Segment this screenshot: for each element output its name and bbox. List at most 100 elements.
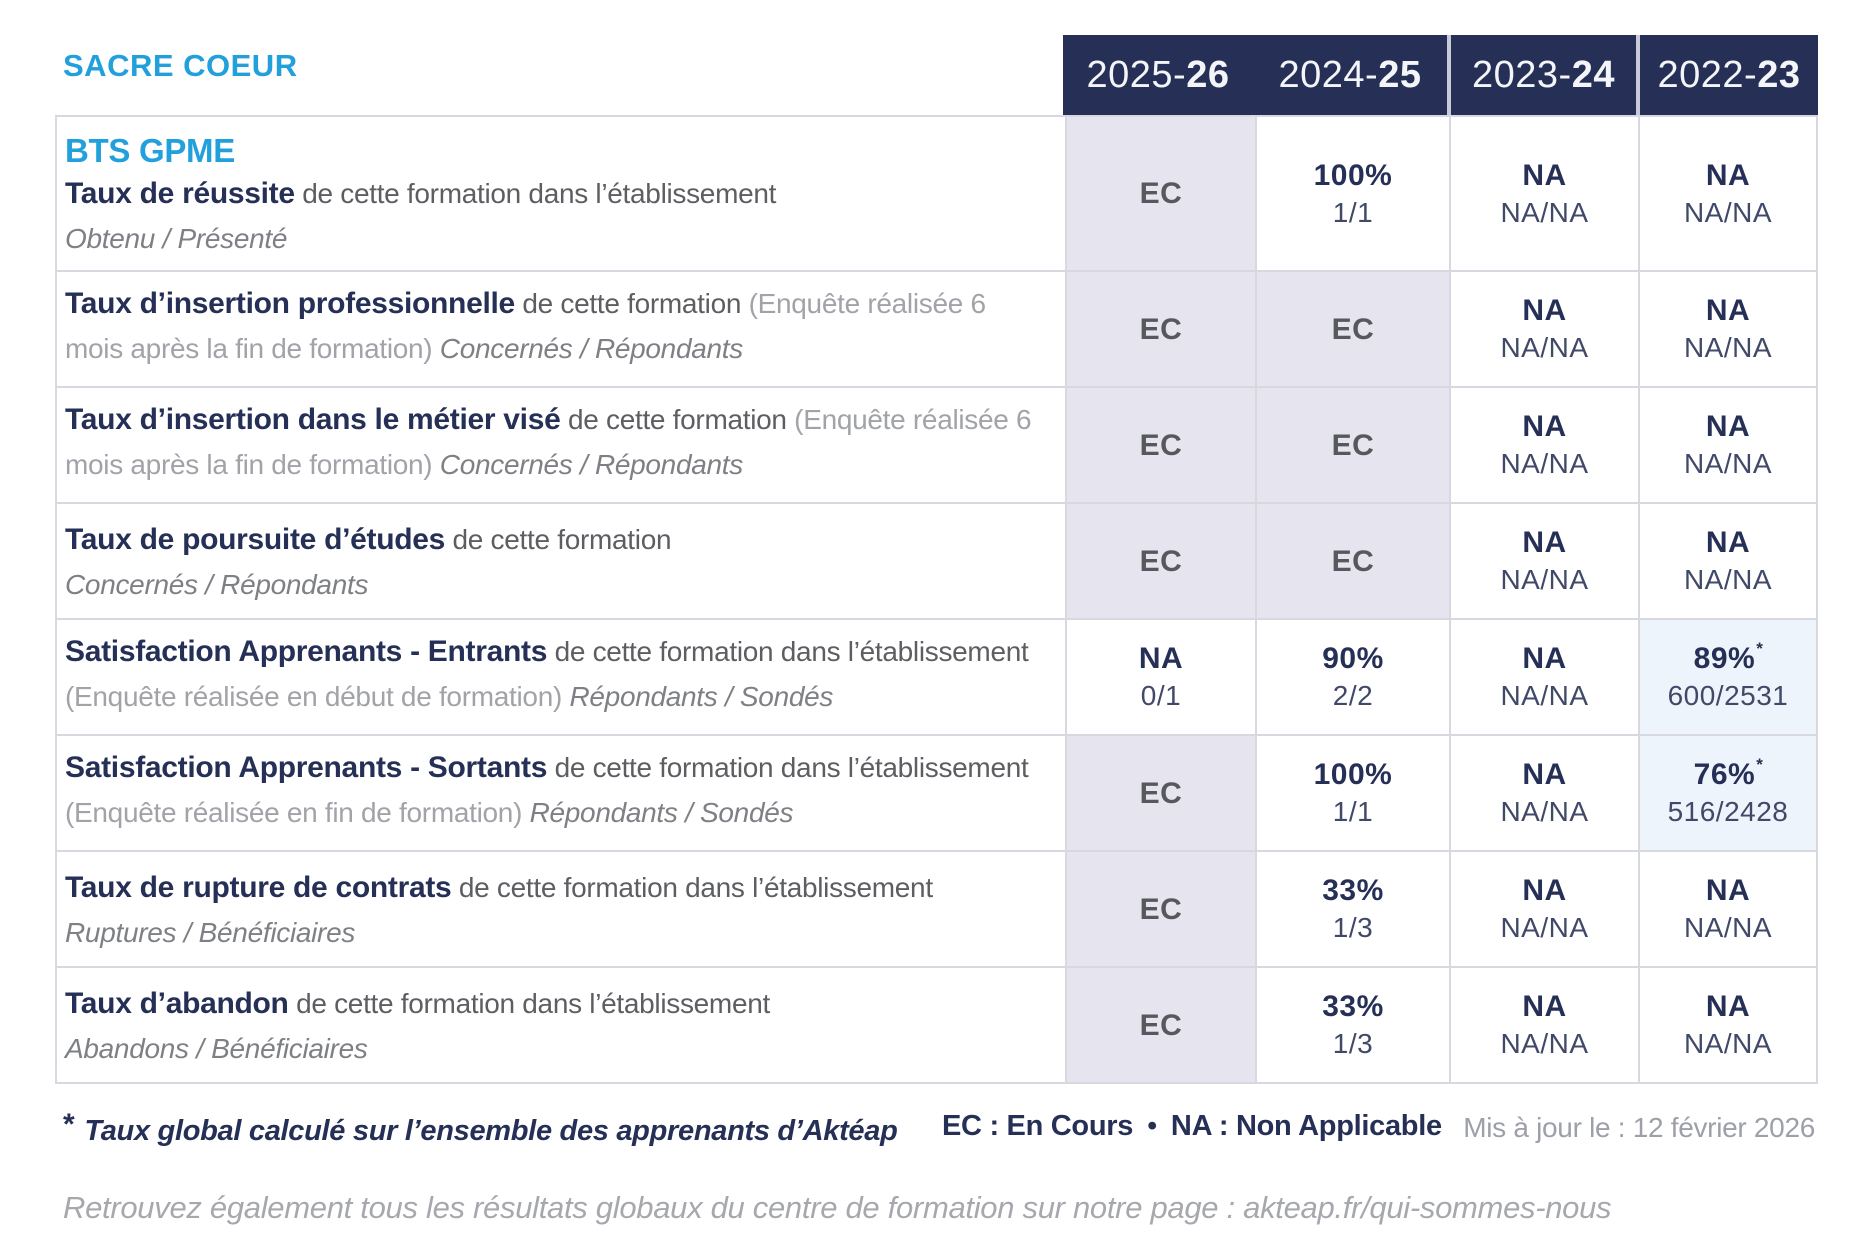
label-segment: (Enquête réalisée en début de formation) xyxy=(65,681,570,712)
value-cell: EC xyxy=(1255,388,1449,502)
label-segment: (Enquête réalisée en fin de formation) xyxy=(65,797,530,828)
row-label-text: Satisfaction Apprenants - Sortants de ce… xyxy=(65,748,1051,838)
value-cell: NA NA/NA xyxy=(1638,388,1816,502)
cell-sub-value: 2/2 xyxy=(1332,680,1374,711)
table-row: Satisfaction Apprenants - Entrants de ce… xyxy=(57,618,1816,734)
table-row: Taux de rupture de contrats de cette for… xyxy=(57,850,1816,966)
value-cell: NA NA/NA xyxy=(1449,968,1638,1082)
results-table: BTS GPME Taux de réussite de cette format… xyxy=(55,115,1818,1084)
label-subtext: Ruptures / Bénéficiaires xyxy=(65,916,356,948)
year-column-2025-26: 2025- 26 xyxy=(1063,35,1253,115)
row-label: Taux de poursuite d’études de cette form… xyxy=(57,504,1065,618)
legend: EC : En Cours • NA : Non Applicable xyxy=(942,1110,1442,1143)
row-label-text: Satisfaction Apprenants - Entrants de ce… xyxy=(65,632,1051,722)
value-cell: 100% 1/1 xyxy=(1255,736,1449,850)
cell-sub-value: NA/NA xyxy=(1683,564,1773,595)
row-label: Taux de rupture de contrats de cette for… xyxy=(57,852,1065,966)
label-segment: Concernés / Répondants xyxy=(439,333,743,364)
label-segment: Taux de rupture de contrats xyxy=(65,870,452,904)
row-label-text: Taux de réussite de cette formation dans… xyxy=(65,174,1051,219)
cell-main-value: NA xyxy=(1522,990,1567,1023)
cell-main-value: NA xyxy=(1522,526,1567,559)
value-cell: NA NA/NA xyxy=(1449,736,1638,850)
cell-main-value: NA xyxy=(1705,874,1751,907)
cell-main-value: EC xyxy=(1331,544,1375,578)
cell-main-value: EC xyxy=(1139,1008,1183,1042)
cell-main-value: 76%* xyxy=(1693,755,1764,791)
asterisk-marker: * xyxy=(1756,639,1764,658)
table-row: BTS GPME Taux de réussite de cette format… xyxy=(57,117,1816,270)
cell-sub-value: 0/1 xyxy=(1140,680,1182,711)
label-subtext: Obtenu / Présenté xyxy=(65,223,288,254)
label-segment: de cette formation dans l’établissement xyxy=(547,636,1029,667)
cell-sub-value: NA/NA xyxy=(1500,448,1589,479)
value-cell: EC xyxy=(1065,852,1255,966)
value-cell: NA NA/NA xyxy=(1449,504,1638,618)
legend-bullet: • xyxy=(1147,1110,1157,1142)
value-cell: EC xyxy=(1255,272,1449,386)
cell-sub-value: NA/NA xyxy=(1500,332,1589,363)
value-cell: 76%* 516/2428 xyxy=(1638,736,1816,850)
row-label: Taux d’abandon de cette formation dans l… xyxy=(57,968,1065,1082)
label-segment: (Enquête réalisée 6 mois après la fin de… xyxy=(65,404,1032,480)
cell-main-value: EC xyxy=(1331,312,1375,346)
label-segment: Répondants / Sondés xyxy=(529,797,794,828)
cell-main-value: 89%* xyxy=(1693,639,1764,675)
asterisk-marker: * xyxy=(1756,755,1764,774)
table-row: Taux d’abandon de cette formation dans l… xyxy=(57,966,1816,1082)
updated-date: Mis à jour le : 12 février 2026 xyxy=(1463,1112,1815,1143)
cell-sub-value: 1/1 xyxy=(1332,196,1374,228)
cell-main-value: NA xyxy=(1522,410,1567,443)
cell-main-value: 90% xyxy=(1322,642,1384,675)
value-cell: EC xyxy=(1065,968,1255,1082)
year-label-bold: 25 xyxy=(1378,53,1422,96)
value-cell: EC xyxy=(1255,504,1449,618)
table-row: Taux d’insertion dans le métier visé de … xyxy=(57,386,1816,502)
cell-sub-value: NA/NA xyxy=(1683,448,1773,479)
global-results-note: Retrouvez également tous les résultats g… xyxy=(63,1190,1612,1225)
label-segment: de cette formation dans l’établissement xyxy=(547,752,1029,783)
value-cell: NA NA/NA xyxy=(1638,504,1816,618)
cell-sub-value: NA/NA xyxy=(1683,332,1773,363)
cell-main-value: 33% xyxy=(1322,990,1384,1023)
label-segment: (Enquête réalisée 6 mois après la fin de… xyxy=(65,288,986,364)
value-cell: EC xyxy=(1065,736,1255,850)
cell-main-value: EC xyxy=(1139,312,1183,346)
value-cell: NA NA/NA xyxy=(1449,852,1638,966)
row-label: BTS GPME Taux de réussite de cette format… xyxy=(57,117,1065,270)
year-label: 2025- xyxy=(1086,53,1187,96)
value-cell: 100% 1/1 xyxy=(1255,117,1449,270)
row-label: Taux d’insertion dans le métier visé de … xyxy=(57,388,1065,502)
year-column-2022-23: 2022- 23 xyxy=(1636,35,1818,115)
year-label-bold: 24 xyxy=(1571,53,1615,96)
cell-sub-value: 1/1 xyxy=(1332,796,1374,827)
value-cell: 89%* 600/2531 xyxy=(1638,620,1816,734)
value-cell: EC xyxy=(1065,272,1255,386)
label-segment: Taux de réussite xyxy=(65,177,295,210)
value-cell: NA NA/NA xyxy=(1638,968,1816,1082)
cell-main-value: EC xyxy=(1139,544,1183,578)
row-label-text: Taux de rupture de contrats de cette for… xyxy=(65,868,1051,913)
value-cell: EC xyxy=(1065,504,1255,618)
label-segment: Concernés / Répondants xyxy=(439,449,743,480)
year-label-bold: 26 xyxy=(1186,53,1230,96)
table-row: Satisfaction Apprenants - Sortants de ce… xyxy=(57,734,1816,850)
value-cell: NA NA/NA xyxy=(1638,852,1816,966)
label-segment: de cette formation dans l’établissement xyxy=(294,178,777,209)
year-column-2023-24: 2023- 24 xyxy=(1447,35,1636,115)
legend-na: NA : Non Applicable xyxy=(1170,1110,1442,1142)
table-row: Taux d’insertion professionnelle de cett… xyxy=(57,270,1816,386)
cell-main-value: NA xyxy=(1522,874,1567,907)
cell-main-value: NA xyxy=(1705,526,1751,559)
cell-sub-value: NA/NA xyxy=(1500,1028,1589,1059)
school-name: SACRE COEUR xyxy=(63,48,298,83)
row-label: Satisfaction Apprenants - Entrants de ce… xyxy=(57,620,1065,734)
footnote-text: Taux global calculé sur l’ensemble des a… xyxy=(84,1115,898,1147)
value-cell: NA NA/NA xyxy=(1449,388,1638,502)
table-row: Taux de poursuite d’études de cette form… xyxy=(57,502,1816,618)
label-subtext: Abandons / Bénéficiaires xyxy=(65,1032,368,1064)
value-cell: 33% 1/3 xyxy=(1255,852,1449,966)
cell-main-value: NA xyxy=(1138,642,1184,675)
label-segment: Satisfaction Apprenants - Sortants xyxy=(65,751,548,784)
cell-main-value: 33% xyxy=(1322,874,1384,907)
